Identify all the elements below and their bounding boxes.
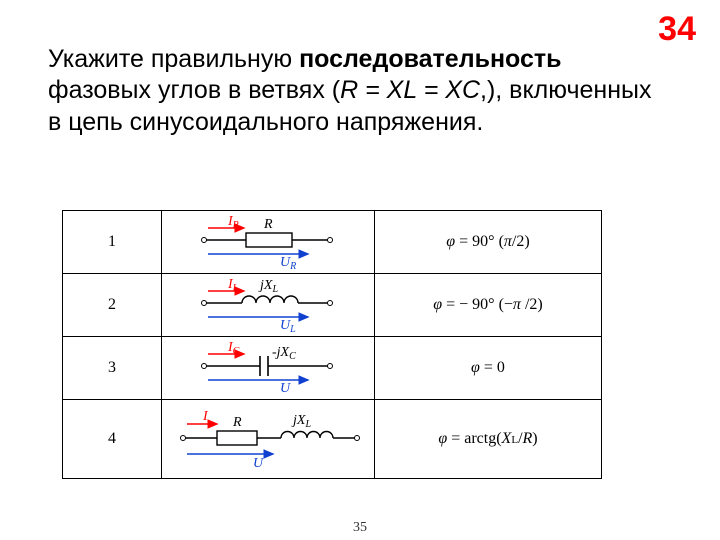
table-row: 2 IL jXL UL φ = − 90° (−π /2) <box>63 274 602 337</box>
equation-cell: φ = 90° (π/2) <box>375 211 602 274</box>
svg-text:jXL: jXL <box>291 413 311 430</box>
circuit-inductor: IL jXL UL <box>162 274 375 337</box>
inductor-svg: IL jXL UL <box>168 277 368 333</box>
svg-text:R: R <box>263 217 273 232</box>
resistor-svg: IR R UR <box>168 214 368 270</box>
equation-cell: φ = arctg(XL/R) <box>375 400 602 479</box>
eq-tail: /2) <box>525 296 543 313</box>
row-number: 2 <box>63 274 162 337</box>
svg-text:R: R <box>232 415 242 430</box>
eq-body: = − 90° (− <box>446 296 513 313</box>
eq-tail: ) <box>532 430 537 447</box>
eq-tail: /2) <box>512 233 530 250</box>
phi: φ <box>433 296 446 313</box>
svg-text:IR: IR <box>227 214 239 231</box>
rl-svg: I R jXL U <box>163 404 373 474</box>
svg-text:UL: UL <box>280 318 296 333</box>
eq-body: = 90° ( <box>459 233 504 250</box>
table-row: 4 I R jXL U φ = arctg(XL/R) <box>63 400 602 479</box>
circuit-rl: I R jXL U <box>162 400 375 479</box>
svg-text:jXL: jXL <box>258 278 278 295</box>
eq-x: X <box>502 430 512 447</box>
answers-table: 1 IR R UR φ <box>62 210 602 479</box>
circuit-capacitor: IC -jXC U <box>162 337 375 400</box>
eq-body: = arctg( <box>451 430 501 447</box>
circuit-resistor: IR R UR <box>162 211 375 274</box>
row-number: 4 <box>63 400 162 479</box>
eq-body: = 0 <box>484 359 505 376</box>
question-text: Укажите правильную последовательность фа… <box>48 44 668 138</box>
svg-text:U: U <box>253 456 264 471</box>
eq-pi: π <box>513 296 525 313</box>
q-bold: последовательность <box>299 45 561 73</box>
q-part-a: Укажите правильную <box>48 45 299 73</box>
svg-text:IC: IC <box>227 340 240 357</box>
q-italic: R = XL = XC <box>340 76 480 104</box>
phi: φ <box>446 233 459 250</box>
eq-r: R <box>523 430 533 447</box>
row-number: 3 <box>63 337 162 400</box>
phi: φ <box>438 430 451 447</box>
svg-text:I: I <box>202 409 209 424</box>
equation-cell: φ = − 90° (−π /2) <box>375 274 602 337</box>
table-row: 3 IC -jXC U φ = 0 <box>63 337 602 400</box>
row-number: 1 <box>63 211 162 274</box>
page-footer: 35 <box>0 520 720 536</box>
svg-text:IL: IL <box>227 277 239 294</box>
equation-cell: φ = 0 <box>375 337 602 400</box>
svg-text:UR: UR <box>280 255 296 270</box>
q-part-b: фазовых углов в ветвях ( <box>48 76 340 104</box>
svg-text:U: U <box>280 381 291 396</box>
phi: φ <box>471 359 484 376</box>
svg-text:-jXC: -jXC <box>272 345 296 362</box>
capacitor-svg: IC -jXC U <box>168 340 368 396</box>
eq-pi: π <box>504 233 512 250</box>
table-row: 1 IR R UR φ <box>63 211 602 274</box>
